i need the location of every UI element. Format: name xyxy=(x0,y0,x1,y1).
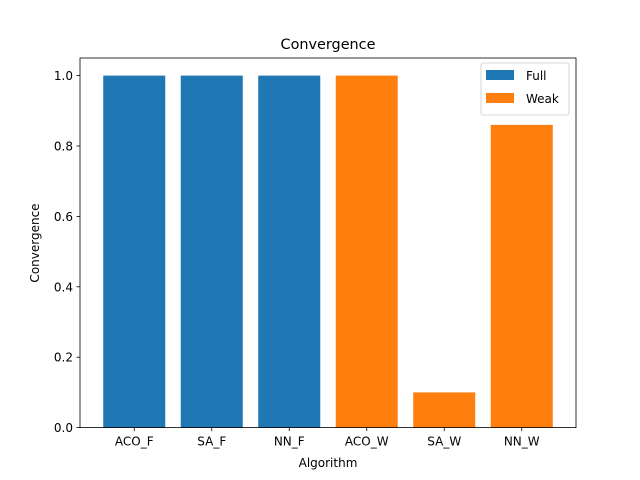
bar-sa-w xyxy=(413,392,476,428)
y-axis-ticks: 0.0 0.2 0.4 0.6 0.8 1.0 xyxy=(54,69,80,435)
y-tick-label: 1.0 xyxy=(54,69,73,83)
bars-group xyxy=(103,75,553,428)
x-tick-label: NN_W xyxy=(504,435,540,449)
y-tick-label: 0.0 xyxy=(54,421,73,435)
legend-swatch-weak xyxy=(486,93,514,103)
x-tick-label: SA_F xyxy=(197,435,226,449)
x-tick-label: NN_F xyxy=(274,435,305,449)
legend-label-full: Full xyxy=(526,69,547,83)
y-tick-label: 0.8 xyxy=(54,140,73,154)
bar-nn-f xyxy=(258,75,321,428)
legend-label-weak: Weak xyxy=(526,92,559,106)
chart-title: Convergence xyxy=(281,37,376,53)
y-tick-label: 0.6 xyxy=(54,210,73,224)
x-axis-label: Algorithm xyxy=(299,456,358,470)
bar-sa-f xyxy=(180,75,243,428)
legend: Full Weak xyxy=(480,62,570,116)
x-tick-label: ACO_F xyxy=(115,435,154,449)
y-tick-label: 0.2 xyxy=(54,351,73,365)
plot-area-frame xyxy=(79,57,577,429)
x-tick-label: SA_W xyxy=(427,435,461,449)
bar-aco-f xyxy=(103,75,166,428)
y-tick-label: 0.4 xyxy=(54,280,73,294)
y-axis-label: Convergence xyxy=(28,203,42,282)
x-tick-label: ACO_W xyxy=(345,435,389,449)
bar-nn-w xyxy=(490,124,553,428)
legend-swatch-full xyxy=(486,70,514,80)
bar-aco-w xyxy=(335,75,398,428)
x-axis-ticks: ACO_F SA_F NN_F ACO_W SA_W NN_W xyxy=(115,427,540,449)
